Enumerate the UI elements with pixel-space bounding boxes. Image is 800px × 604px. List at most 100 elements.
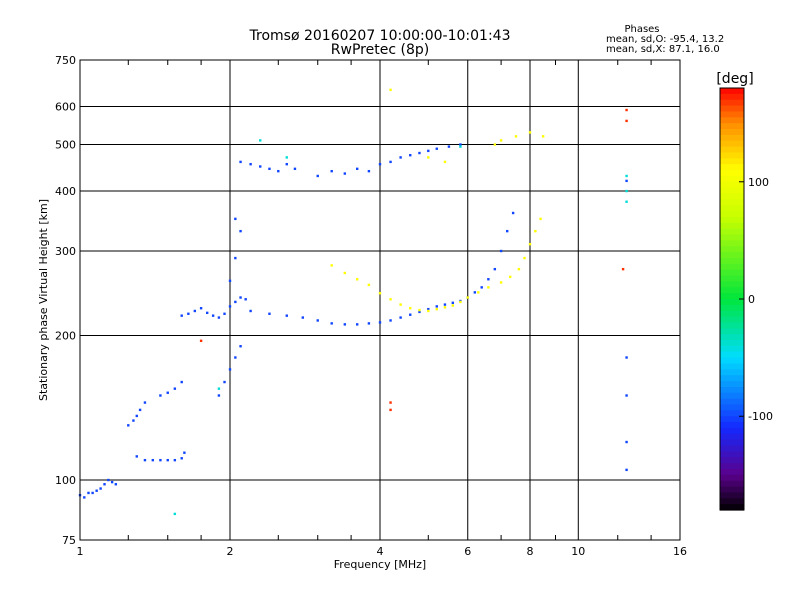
colorbar-swatch (720, 152, 744, 159)
data-point (499, 281, 503, 284)
data-point (418, 308, 421, 312)
data-point (244, 298, 247, 301)
y-tick-label: 400 (55, 185, 76, 198)
data-point (239, 229, 242, 233)
colorbar-swatch (720, 240, 744, 247)
data-point (83, 496, 86, 499)
data-point (199, 339, 203, 343)
plot-frame (79, 59, 681, 541)
colorbar-swatch (720, 275, 744, 283)
data-point (389, 319, 392, 322)
data-point (343, 271, 347, 275)
colorbar-swatch (720, 88, 744, 95)
colorbar-swatch (720, 504, 744, 511)
data-point (528, 242, 532, 246)
data-point (268, 312, 271, 315)
data-point (367, 283, 371, 287)
colorbar-swatch (720, 281, 744, 288)
data-point (625, 468, 628, 472)
data-point (389, 160, 392, 164)
colorbar-swatch (720, 480, 744, 488)
colorbar-swatch (720, 340, 744, 347)
data-point (625, 108, 628, 112)
colorbar-swatch (720, 228, 744, 236)
colorbar-tick-label: 100 (748, 176, 769, 189)
data-point (451, 301, 455, 305)
colorbar-swatch (720, 105, 744, 113)
colorbar-swatch (720, 181, 744, 189)
data-point (234, 300, 237, 304)
data-point (409, 307, 412, 310)
colorbar-swatch (720, 111, 744, 118)
data-point (447, 145, 451, 148)
data-point (143, 458, 147, 462)
data-point (249, 162, 252, 166)
data-point (625, 200, 628, 203)
data-point (249, 309, 252, 313)
data-point (135, 455, 138, 458)
colorbar-swatch (720, 416, 744, 423)
data-point (285, 314, 288, 317)
colorbar-swatch (720, 328, 744, 335)
data-point (625, 440, 628, 444)
colorbar-swatch (720, 170, 744, 177)
chart-title-line1: Tromsø 20160207 10:00:00-10:01:43 (249, 28, 511, 44)
data-point (443, 160, 447, 164)
grid-layer (80, 60, 680, 540)
data-point (514, 135, 518, 138)
colorbar-swatch (720, 486, 744, 494)
x-tick-label: 1 (77, 545, 84, 558)
colorbar-swatch (720, 216, 744, 224)
data-point (378, 292, 382, 295)
data-point (285, 156, 288, 159)
data-point (166, 391, 169, 394)
colorbar-swatch (720, 433, 744, 441)
colorbar-swatch (720, 427, 744, 435)
data-point (316, 174, 319, 178)
data-point (487, 286, 490, 289)
data-point (505, 229, 509, 233)
data-point (223, 380, 226, 384)
data-point (217, 387, 221, 390)
data-point (239, 160, 242, 164)
data-point (285, 162, 288, 166)
data-point (399, 303, 402, 306)
x-tick-label: 2 (227, 545, 234, 558)
data-point (435, 305, 438, 308)
data-point (621, 267, 625, 271)
data-point (534, 229, 537, 233)
data-point (493, 267, 497, 271)
data-point (180, 380, 183, 384)
data-point (443, 306, 447, 309)
y-axis-label: Stationary phase Virtual Height [km] (37, 199, 50, 401)
colorbar-tick-label: -100 (748, 410, 773, 423)
data-point (91, 491, 94, 495)
data-point (389, 88, 392, 92)
data-point (625, 174, 628, 178)
y-tick-label: 500 (55, 139, 76, 152)
colorbar-swatch (720, 164, 744, 171)
data-point (114, 483, 118, 486)
colorbar-swatch (720, 117, 744, 124)
data-point (625, 356, 628, 359)
colorbar-swatch (720, 457, 744, 464)
data-point (625, 179, 628, 183)
colorbar-swatch (720, 234, 744, 241)
colorbar-swatch (720, 293, 744, 300)
data-point (399, 316, 402, 319)
colorbar-swatch (720, 246, 744, 253)
colorbar-swatch (720, 439, 744, 447)
data-point (378, 321, 382, 324)
colorbar-swatch (720, 392, 744, 400)
data-point (135, 414, 138, 418)
colorbar-swatch (720, 316, 744, 324)
data-point (418, 151, 421, 155)
data-point (427, 307, 430, 311)
data-point (459, 300, 462, 304)
colorbar-swatch (720, 93, 744, 101)
colorbar-swatch (720, 498, 744, 505)
data-point (378, 162, 382, 166)
data-point (151, 458, 155, 462)
